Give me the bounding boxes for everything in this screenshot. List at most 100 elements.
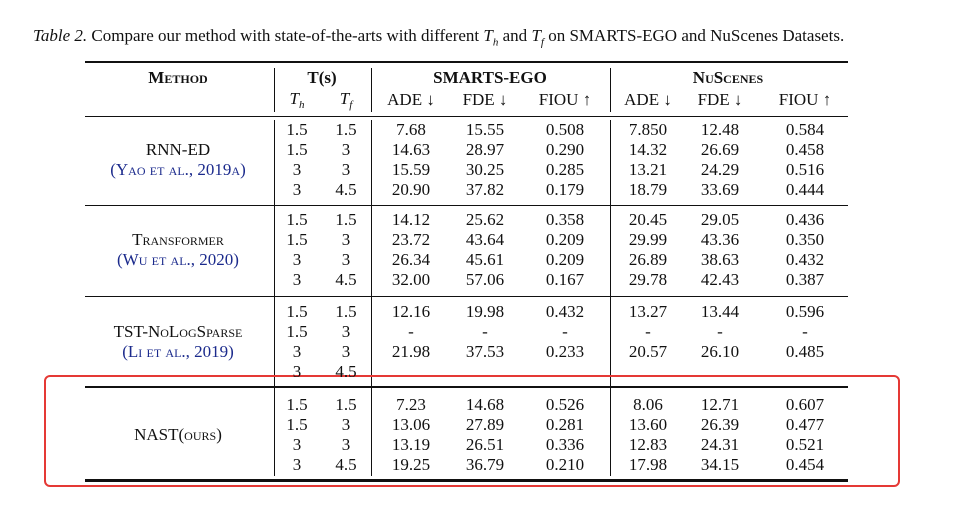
- cell: 23.72: [391, 230, 431, 249]
- cell: 34.15: [700, 455, 740, 474]
- cell: 0.336: [545, 435, 585, 454]
- caption: Table 2. Compare our method with state-o…: [33, 26, 844, 48]
- cell: 0.485: [785, 342, 825, 361]
- cell: 0.358: [545, 210, 585, 229]
- cell: 15.55: [465, 120, 505, 139]
- top-rule: [85, 61, 848, 63]
- cell: 3: [292, 270, 302, 289]
- cell: 37.82: [465, 180, 505, 199]
- cell: 3: [341, 322, 351, 341]
- cell: 26.10: [700, 342, 740, 361]
- math-sub: h: [492, 36, 499, 49]
- metric-header: ADE ↓: [624, 90, 672, 109]
- cell: 3: [292, 250, 302, 269]
- cell: 0.584: [785, 120, 825, 139]
- cell: 14.32: [628, 140, 668, 159]
- cell: 1.5: [286, 415, 308, 434]
- cell: 42.43: [700, 270, 740, 289]
- cell: 7.68: [396, 120, 426, 139]
- cell: 0.209: [545, 250, 585, 269]
- rule: [85, 116, 848, 117]
- cell: 37.53: [465, 342, 505, 361]
- math-sub: h: [298, 99, 305, 112]
- cell: 0.179: [545, 180, 585, 199]
- cell: 0.432: [785, 250, 825, 269]
- cell: 13.27: [628, 302, 668, 321]
- cell: 36.79: [465, 455, 505, 474]
- math-sub: f: [349, 99, 353, 112]
- cell: 0.233: [545, 342, 585, 361]
- cell: 0.167: [545, 270, 585, 289]
- cell: 3: [292, 160, 302, 179]
- cell: 1.5: [286, 120, 308, 139]
- cell: -: [645, 322, 651, 341]
- cell: 18.79: [628, 180, 668, 199]
- cell: 1.5: [335, 120, 357, 139]
- vertical-line: [371, 120, 372, 476]
- cell: 0.387: [785, 270, 825, 289]
- cell: 29.78: [628, 270, 668, 289]
- cell: 28.97: [465, 140, 505, 159]
- cell: 3: [341, 230, 351, 249]
- caption-label: Table 2.: [33, 26, 88, 45]
- cell: 13.44: [700, 302, 740, 321]
- metric-header: FDE ↓: [462, 90, 508, 109]
- cell: 0.281: [545, 415, 585, 434]
- cell: 24.31: [700, 435, 740, 454]
- cell: 1.5: [286, 322, 308, 341]
- cell: 0.285: [545, 160, 585, 179]
- cell: 27.89: [465, 415, 505, 434]
- cell: 14.12: [391, 210, 431, 229]
- highlight-box: [44, 375, 900, 487]
- cell: 33.69: [700, 180, 740, 199]
- cell: 3: [341, 140, 351, 159]
- vertical-line: [274, 68, 275, 112]
- cell: 7.23: [396, 395, 426, 414]
- metric-header: FIOU ↑: [538, 90, 592, 109]
- cell: 13.60: [628, 415, 668, 434]
- method-name: RNN-ED: [145, 140, 211, 159]
- rule: [85, 296, 848, 297]
- cell: 19.25: [391, 455, 431, 474]
- header-method: Method: [148, 68, 208, 87]
- cell: -: [482, 322, 488, 341]
- cell: 14.68: [465, 395, 505, 414]
- cell: 1.5: [286, 140, 308, 159]
- cell: -: [562, 322, 568, 341]
- citation: (Yao et al., 2019a): [110, 160, 246, 179]
- header-dataset: NuScenes: [692, 68, 764, 87]
- vertical-line: [610, 68, 611, 112]
- cell: 12.48: [700, 120, 740, 139]
- cell: 0.607: [785, 395, 825, 414]
- cell: -: [408, 322, 414, 341]
- cell: 3: [341, 160, 351, 179]
- cell: 26.51: [465, 435, 505, 454]
- cell: 0.210: [545, 455, 585, 474]
- cell: 1.5: [335, 302, 357, 321]
- math-base: T: [289, 88, 299, 108]
- cell: 26.69: [700, 140, 740, 159]
- method-name: Transformer: [132, 230, 224, 249]
- cell: 38.63: [700, 250, 740, 269]
- cell: 20.45: [628, 210, 668, 229]
- cell: 0.436: [785, 210, 825, 229]
- caption-text: Compare our method with state-of-the-art…: [91, 26, 480, 45]
- math: Th: [483, 26, 499, 49]
- rule: [85, 386, 848, 388]
- metric-header: ADE ↓: [387, 90, 435, 109]
- cell: 3: [292, 342, 302, 361]
- cell: 43.64: [465, 230, 505, 249]
- cell: 43.36: [700, 230, 740, 249]
- citation: (Wu et al., 2020): [117, 250, 239, 269]
- math: Tf: [531, 26, 544, 48]
- cell: 1.5: [286, 210, 308, 229]
- cell: 4.5: [335, 180, 357, 199]
- cell: 1.5: [335, 210, 357, 229]
- clip-area: 1.5 1.5 12.16 19.98 0.432 13.27 13.44 0.596 1.5 3…: [286, 302, 825, 381]
- cell: 3: [341, 250, 351, 269]
- caption-text: and: [502, 26, 528, 45]
- cell: 19.98: [465, 302, 505, 321]
- cell: 0.432: [545, 302, 585, 321]
- math-base: T: [483, 26, 493, 45]
- metric-header: FIOU ↑: [778, 90, 832, 109]
